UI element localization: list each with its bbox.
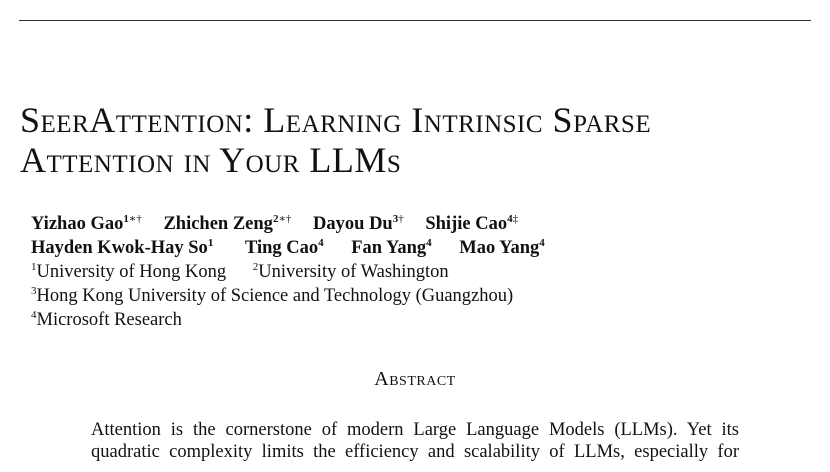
author-row-2: Hayden Kwok-Hay So1 Ting Cao4 Fan Yang4 …	[31, 236, 562, 260]
abstract-line: quadratic complexity limits the efficien…	[91, 442, 739, 462]
author: Ting Cao4	[244, 237, 324, 259]
abstract-heading: Abstract	[374, 368, 456, 390]
author: Yizhao Gao1∗†	[31, 213, 142, 235]
author-block: Yizhao Gao1∗† Zhichen Zeng2∗† Dayou Du3†…	[31, 212, 562, 332]
affiliation-row-3: 4Microsoft Research	[31, 308, 562, 332]
author: Hayden Kwok-Hay So1	[31, 237, 214, 259]
affiliation: 3Hong Kong University of Science and Tec…	[31, 285, 514, 307]
author-row-1: Yizhao Gao1∗† Zhichen Zeng2∗† Dayou Du3†…	[31, 212, 562, 236]
abstract-body: Attention is the cornerstone of modern L…	[91, 419, 739, 463]
title-line-1: SeerAttention: Learning Intrinsic Sparse	[20, 100, 652, 140]
author: Dayou Du3†	[313, 213, 404, 235]
affiliation-row-1: 1University of Hong Kong 2University of …	[31, 260, 562, 284]
title-line-2: Attention in Your LLMs	[20, 140, 402, 180]
paper-title: SeerAttention: Learning Intrinsic Sparse…	[20, 100, 810, 180]
affiliation: 1University of Hong Kong	[31, 261, 227, 283]
affiliation: 2University of Washington	[252, 261, 449, 283]
author: Zhichen Zeng2∗†	[163, 213, 292, 235]
affiliation: 4Microsoft Research	[31, 309, 182, 331]
author: Mao Yang4	[459, 237, 545, 259]
author: Shijie Cao4‡	[425, 213, 519, 235]
author: Fan Yang4	[351, 237, 432, 259]
affiliation-row-2: 3Hong Kong University of Science and Tec…	[31, 284, 562, 308]
abstract-line: Attention is the cornerstone of modern L…	[91, 420, 739, 440]
top-rule	[19, 20, 811, 21]
